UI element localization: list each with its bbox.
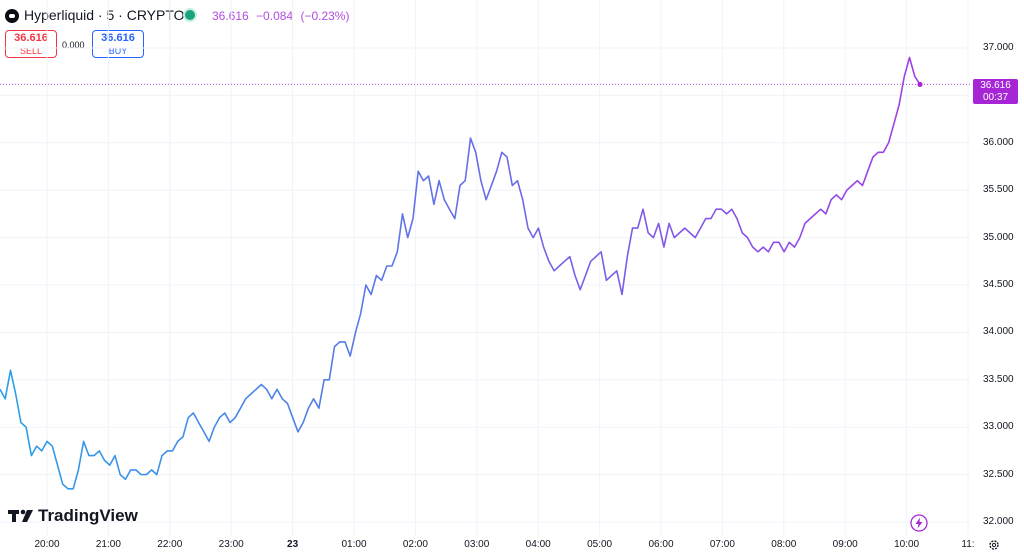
live-status-dot: [185, 10, 195, 20]
x-tick-label: 01:00: [341, 539, 367, 550]
y-tick-label: 32.500: [983, 468, 1014, 480]
sell-label: SELL: [19, 46, 43, 56]
x-tick-label: 20:00: [34, 539, 60, 550]
x-tick-label: 10:00: [894, 539, 920, 550]
bolt-icon[interactable]: [910, 514, 928, 532]
tradingview-brand[interactable]: TradingView: [8, 506, 138, 526]
price-change: −0.084: [256, 9, 294, 23]
y-tick-label: 35.000: [983, 231, 1014, 243]
price-chart[interactable]: [0, 0, 970, 536]
x-tick-label: 05:00: [587, 539, 613, 550]
gear-icon[interactable]: [988, 539, 1000, 551]
x-tick-label: 08:00: [771, 539, 797, 550]
x-tick-label: 09:00: [832, 539, 858, 550]
current-price-label: 36.616 00:37: [973, 79, 1018, 104]
sell-button[interactable]: 36.616 SELL: [5, 30, 57, 58]
spread-value: 0.000: [62, 40, 85, 50]
buy-price: 36.616: [101, 32, 135, 44]
y-tick-label: 32.000: [983, 516, 1014, 527]
x-tick-label: 22:00: [157, 539, 183, 550]
y-tick-label: 34.000: [983, 326, 1014, 338]
x-tick-label: 04:00: [525, 539, 551, 550]
chart-grid: [0, 0, 970, 536]
x-tick-label: 21:00: [95, 539, 121, 550]
sell-price: 36.616: [14, 32, 48, 44]
tradingview-logo-icon: [8, 509, 33, 522]
brand-name: TradingView: [38, 506, 138, 525]
x-tick-label: 23: [287, 539, 299, 550]
y-tick-label: 33.000: [983, 421, 1014, 433]
last-price-point: [917, 81, 923, 88]
x-tick-label: 06:00: [648, 539, 674, 550]
symbol-title[interactable]: Hyperliquid · 5 · CRYPTO: [24, 7, 185, 23]
y-tick-label: 34.500: [983, 279, 1014, 290]
y-tick-label: 33.500: [983, 373, 1014, 385]
y-tick-label: 37.000: [983, 42, 1014, 53]
x-tick-label: 11:: [961, 539, 975, 550]
bar-countdown: 00:37: [982, 92, 1009, 103]
buy-button[interactable]: 36.616 BUY: [92, 30, 144, 58]
price-series-line: [0, 56, 921, 490]
x-tick-label: 02:00: [402, 539, 428, 550]
last-price: 36.616: [212, 9, 249, 23]
buy-label: BUY: [108, 46, 128, 56]
quote-values: 36.616 −0.084 (−0.23%): [212, 9, 353, 23]
hyperliquid-logo: [5, 9, 19, 23]
y-tick-label: 36.000: [983, 136, 1014, 148]
y-tick-label: 35.500: [983, 184, 1014, 196]
price-change-percent: (−0.23%): [300, 9, 350, 23]
x-tick-label: 07:00: [709, 539, 735, 550]
time-axis[interactable]: [0, 536, 1024, 552]
x-tick-label: 23:00: [218, 539, 244, 550]
current-price-value: 36.616: [980, 80, 1011, 91]
x-tick-label: 03:00: [464, 539, 490, 550]
chart-legend: Hyperliquid · 5 · CRYPTO 36.616 −0.084 (…: [0, 0, 970, 62]
